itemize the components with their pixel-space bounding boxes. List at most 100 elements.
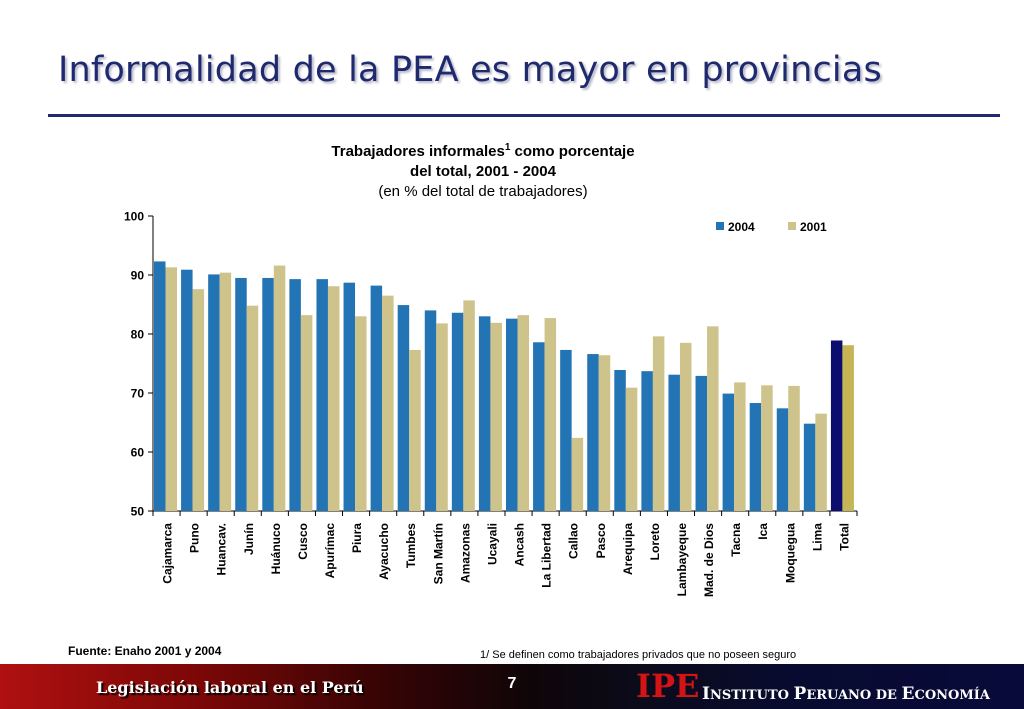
x-tick-label: Piura: [350, 523, 364, 553]
bar-2001: [842, 345, 854, 511]
bar-2004: [749, 403, 762, 511]
legend-label-2001: 2001: [800, 220, 827, 234]
x-tick-label: Tumbes: [404, 523, 418, 568]
bar-2004: [587, 354, 599, 511]
x-tick-label: Huancav.: [215, 523, 229, 575]
x-tick-label: Amazonas: [458, 523, 472, 583]
bar-2004: [722, 393, 735, 511]
bar-2001: [517, 315, 529, 511]
bar-2004: [478, 316, 491, 511]
x-tick-label: Huánuco: [269, 523, 283, 574]
bar-2001: [598, 355, 611, 511]
bar-2001: [463, 300, 475, 511]
legend-swatch-2004: [716, 222, 724, 230]
bar-2001: [382, 295, 394, 511]
bar-2004: [506, 318, 518, 511]
bar-2001: [734, 382, 746, 511]
y-tick-label: 90: [131, 269, 145, 283]
x-tick-label: Ucayali: [485, 523, 499, 565]
chart-subtitle: (en % del total de trabajadores): [378, 183, 588, 200]
x-tick-label: Total: [837, 523, 851, 551]
legend-swatch-2001: [788, 222, 796, 230]
bar-2004: [397, 305, 410, 511]
chart-title-main: Trabajadores informales: [331, 143, 505, 160]
bar-2004: [641, 371, 653, 511]
bar-2004: [235, 277, 247, 511]
chart-title: Trabajadores informales1 como porcentaje: [240, 138, 726, 162]
bar-2004: [370, 285, 383, 511]
bar-2004: [830, 340, 843, 511]
bar-2004: [289, 279, 301, 511]
institute-name: INSTITUTO PERUANO DE ECONOMÍA: [702, 684, 990, 704]
bar-2001: [788, 385, 800, 511]
bar-2001: [815, 413, 827, 511]
x-tick-label: Ica: [756, 523, 770, 540]
bar-2001: [192, 289, 205, 511]
bar-2001: [273, 265, 286, 511]
y-tick-label: 50: [131, 505, 145, 519]
page-number: 7: [507, 675, 517, 692]
bar-2004: [208, 274, 220, 511]
bar-2001: [355, 316, 367, 511]
bar-2001: [165, 267, 177, 511]
bar-2001: [490, 322, 502, 511]
x-tick-label: Puno: [188, 523, 202, 553]
bar-2001: [707, 326, 719, 511]
x-tick-label: Pasco: [594, 523, 608, 558]
bar-2001: [652, 336, 665, 511]
source-note: Fuente: Enaho 2001 y 2004: [68, 644, 222, 658]
legend-label-2004: 2004: [728, 220, 755, 234]
footer-presentation-title: Legislación laboral en el Perú: [96, 678, 364, 697]
bar-2004: [451, 312, 464, 511]
x-tick-label: Moquegua: [783, 523, 797, 583]
bar-2001: [436, 323, 448, 511]
bar-2004: [316, 279, 328, 511]
bar-2004: [776, 408, 789, 511]
bar-2001: [219, 272, 232, 511]
bar-2004: [262, 277, 274, 511]
x-tick-label: Cajamarca: [161, 523, 175, 584]
bar-2004: [181, 269, 193, 511]
bar-2004: [695, 375, 708, 511]
x-tick-label: Lambayeque: [675, 523, 689, 597]
ipe-logo: IPE: [636, 667, 700, 705]
title-divider: [48, 114, 1000, 117]
bar-2004: [614, 369, 626, 511]
x-tick-label: Arequipa: [621, 523, 635, 575]
bar-2004: [668, 374, 680, 511]
chart-title-footnote-mark: 1: [504, 142, 511, 153]
chart-heading: Trabajadores informales1 como porcentaje…: [240, 138, 726, 202]
x-tick-label: La Libertad: [540, 523, 554, 588]
bar-2004: [154, 261, 166, 511]
x-tick-label: Cusco: [296, 523, 310, 560]
bar-2001: [761, 385, 773, 511]
x-tick-label: San Martín: [431, 523, 445, 584]
chart-title-line2: del total, 2001 - 2004: [410, 163, 556, 180]
y-tick-label: 100: [124, 210, 144, 224]
y-tick-label: 60: [131, 446, 145, 460]
x-tick-label: Tacna: [729, 523, 743, 557]
bar-2001: [300, 315, 313, 511]
x-tick-label: Callao: [567, 523, 581, 559]
x-tick-label: Apurímac: [323, 523, 337, 579]
bar-2001: [679, 342, 692, 511]
bar-2001: [327, 286, 340, 511]
bar-2004: [560, 349, 572, 511]
x-tick-label: Junín: [242, 523, 256, 555]
y-tick-label: 80: [131, 328, 145, 342]
bar-2001: [625, 387, 638, 511]
bar-2004: [343, 282, 356, 511]
footnote: 1/ Se definen como trabajadores privados…: [480, 649, 797, 661]
x-tick-label: Loreto: [648, 523, 662, 560]
bar-2001: [544, 318, 557, 511]
bar-chart: 50 60 70 80 90 100 Cajamarca Puno Huancav. Junín H…: [124, 210, 858, 597]
x-tick-label: Lima: [810, 523, 824, 551]
footer-bar: [0, 664, 1024, 709]
bar-2004: [424, 310, 437, 511]
bar-2004: [803, 423, 816, 511]
bar-2004: [533, 342, 545, 511]
chart-title-rest: como porcentaje: [510, 143, 635, 160]
slide-title: Informalidad de la PEA es mayor en provi…: [58, 50, 882, 90]
y-tick-label: 70: [131, 387, 145, 401]
x-tick-label: Ayacucho: [377, 523, 391, 580]
